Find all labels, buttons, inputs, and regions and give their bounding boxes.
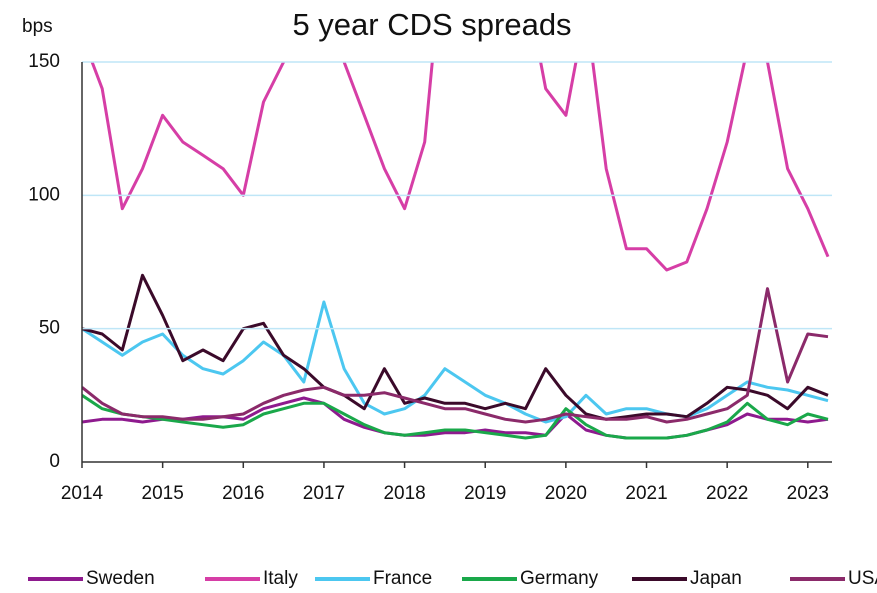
x-tick-label: 2014: [61, 483, 104, 504]
x-tick-label: 2019: [464, 483, 506, 504]
series-line: [82, 287, 829, 424]
x-tick-label: 2020: [545, 483, 587, 504]
x-tick-label: 2016: [222, 483, 264, 504]
x-tick-label: 2021: [625, 483, 667, 504]
x-tick-label: 2017: [303, 483, 345, 504]
series-line: [82, 394, 829, 440]
legend-label: Germany: [520, 568, 599, 589]
x-tick-label: 2022: [706, 483, 748, 504]
legend-label: Italy: [263, 568, 298, 589]
chart-title: 5 year CDS spreads: [292, 7, 571, 42]
x-tick-label: 2015: [142, 483, 184, 504]
series-line: [82, 300, 829, 424]
x-tick-label: 2018: [383, 483, 425, 504]
series-line: [90, 62, 830, 272]
y-tick-label: 0: [49, 451, 60, 472]
y-tick-label: 50: [39, 318, 60, 339]
legend-label: USA: [848, 568, 877, 589]
legend-label: Sweden: [86, 568, 155, 589]
legend-label: Japan: [690, 568, 742, 589]
y-tick-label: 100: [28, 184, 60, 205]
y-axis-label: bps: [22, 16, 53, 37]
x-tick-label: 2023: [787, 483, 829, 504]
plot-area: [82, 62, 830, 440]
legend-label: France: [373, 568, 432, 589]
y-tick-label: 150: [28, 51, 60, 72]
series-line: [82, 273, 829, 421]
